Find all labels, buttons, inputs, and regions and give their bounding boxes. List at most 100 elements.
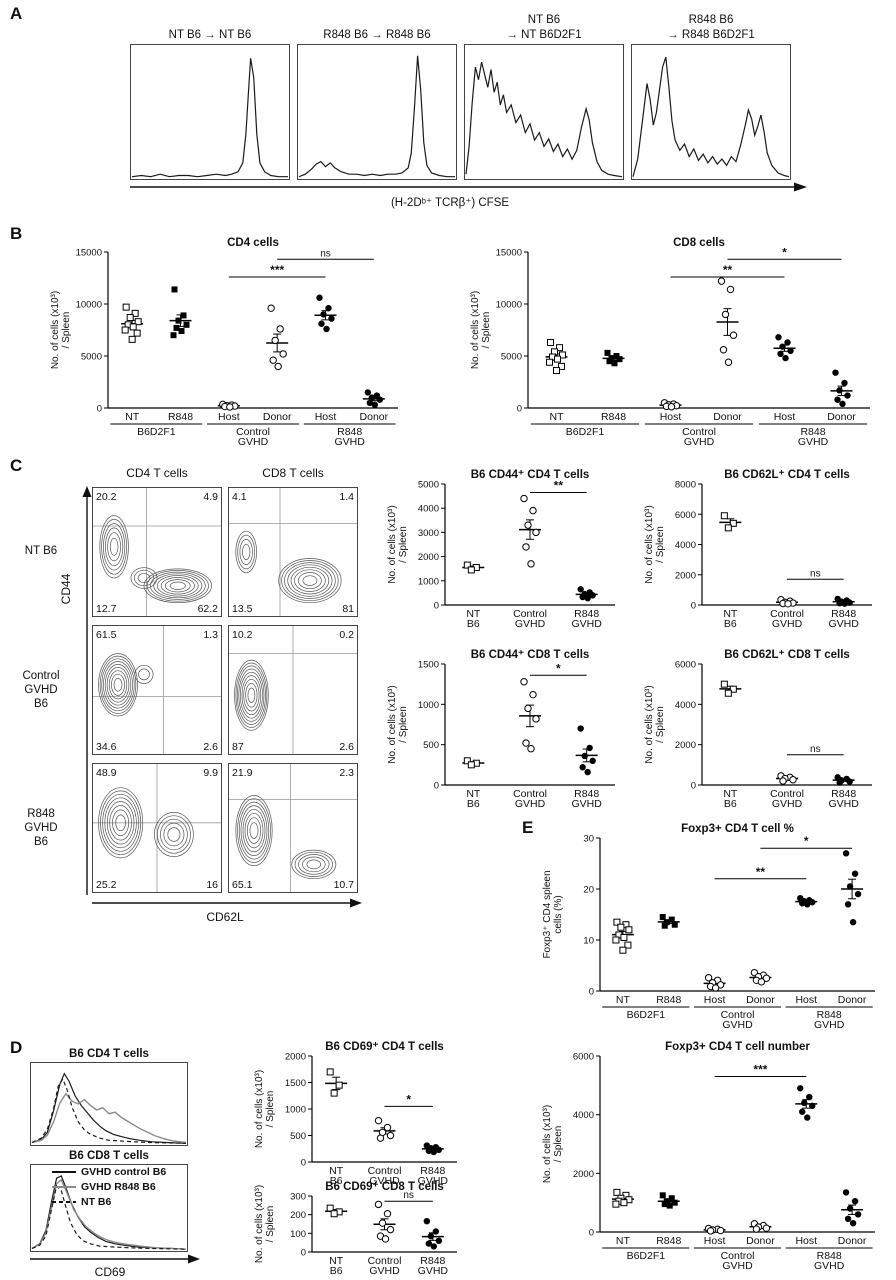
svg-text:0: 0 [589,1228,594,1239]
svg-text:R848: R848 [337,426,362,438]
contour-r848-cd4-svg: 48.9 9.9 25.2 16 [92,763,222,893]
svg-text:6000: 6000 [675,660,696,671]
svg-text:***: *** [270,263,284,277]
svg-text:13.5: 13.5 [232,603,253,615]
contour-control-cd4: 61.5 1.3 34.6 2.6 [92,625,222,755]
svg-text:Control: Control [513,788,547,800]
contour-nt-cd8: 4.1 1.4 13.5 81 [228,487,358,617]
svg-text:Control: Control [236,426,270,438]
svg-text:0: 0 [589,987,594,998]
svg-text:0: 0 [97,404,102,415]
histogram-legend: GVHD control B6 GVHD R848 B6 NT B6 [52,1164,230,1209]
svg-text:NT: NT [616,1235,631,1247]
panel-e-foxp3-number-dotplot: Foxp3+ CD4 T cell number 0 2000 4000 6000 No.… [540,1040,885,1278]
panel-c-cd62l-cd4-dotplot: B6 CD62L⁺ CD4 T cells 0 2000 4000 6000 8000 No… [642,468,882,633]
svg-text:ns: ns [810,744,821,755]
svg-text:B6: B6 [330,1175,343,1187]
cd69-axis-label: CD69 [94,1265,126,1279]
panel-c-cd44-cd8-dotplot-svg: B6 CD44⁺ CD8 T cells 0 500 1000 1500 No. of c… [387,649,615,810]
svg-text:B6 CD69⁺ CD4 T cells: B6 CD69⁺ CD4 T cells [325,1041,444,1053]
panel-a-histogram-1-svg [130,44,290,180]
svg-text:500: 500 [423,740,439,751]
legend-item-gvhd-r848: GVHD R848 B6 [52,1179,230,1194]
svg-text:*: * [804,834,809,848]
panel-c-cd44-cd4-dotplot-svg: B6 CD44⁺ CD4 T cells 0 1000 2000 3000 4000 500… [387,469,615,630]
svg-text:Foxp3⁺ CD4 spleen: Foxp3⁺ CD4 spleen [542,870,553,958]
svg-text:B6 CD44⁺ CD8 T cells: B6 CD44⁺ CD8 T cells [471,649,590,661]
panel-e-foxp3-percent-dotplot-svg: Foxp3+ CD4 T cell % 0 10 20 30 Foxp3⁺ CD4 spl… [542,823,875,1031]
svg-text:20: 20 [583,885,594,896]
panel-c-row-label-control: Control GVHD B6 [22,670,60,710]
svg-text:GVHD: GVHD [515,798,546,810]
svg-text:/ Spleen: / Spleen [655,526,666,563]
svg-text:B6D2F1: B6D2F1 [627,1009,666,1021]
panel-a-plot2-title: R848 B6 → R848 B6 [323,28,431,41]
svg-text:ns: ns [320,248,331,259]
contour-control-cd8: 10.2 0.2 87 2.6 [228,625,358,755]
contour-nt-cd4: 20.2 4.9 12.7 62.2 [92,487,222,617]
panel-c-row-label-r848: R848 GVHD B6 [24,808,58,848]
svg-text:25.2: 25.2 [96,879,117,891]
svg-text:2000: 2000 [675,570,696,581]
svg-text:200: 200 [290,1210,306,1221]
svg-text:Donor: Donor [360,411,389,423]
svg-text:R848: R848 [574,608,599,620]
cfse-axis-arrow [130,182,807,192]
svg-text:GVHD: GVHD [798,436,829,448]
svg-text:R848: R848 [831,608,856,620]
contour-r848-cd8-svg: 21.9 2.3 65.1 10.7 [228,763,358,893]
svg-text:No. of cells (x10³): No. of cells (x10³) [50,291,61,369]
svg-text:GVHD: GVHD [369,1265,400,1277]
svg-text:GVHD: GVHD [334,436,365,448]
svg-text:5000: 5000 [418,480,439,491]
svg-text:No. of cells (x10³): No. of cells (x10³) [387,505,398,583]
svg-text:Donor: Donor [838,1235,867,1247]
legend-label-nt-b6: NT B6 [81,1195,112,1208]
cd44-axis-label: CD44 [59,573,73,605]
svg-text:GVHD: GVHD [418,1265,449,1277]
svg-text:/ Spleen: / Spleen [398,706,409,743]
svg-text:**: ** [756,865,766,879]
panel-e-label: E [522,818,534,837]
svg-text:B6 CD62L⁺ CD8 T cells: B6 CD62L⁺ CD8 T cells [724,649,850,661]
svg-text:500: 500 [290,1131,306,1142]
panel-a-plot3-title: NT B6 → NT B6D2F1 [506,14,582,41]
svg-text:10: 10 [583,936,594,947]
svg-text:GVHD: GVHD [828,798,859,810]
panel-c-cd62l-cd4-dotplot-svg: B6 CD62L⁺ CD4 T cells 0 2000 4000 6000 8000 No… [644,469,872,630]
svg-text:/ Spleen: / Spleen [398,526,409,563]
svg-text:R848: R848 [800,426,825,438]
svg-text:B6 CD62L⁺ CD4 T cells: B6 CD62L⁺ CD4 T cells [724,469,850,481]
svg-text:**: ** [723,263,733,277]
panel-c-cd44-cd8-dotplot: B6 CD44⁺ CD8 T cells 0 500 1000 1500 No. of c… [385,648,625,813]
svg-text:ns: ns [810,568,821,579]
svg-text:2000: 2000 [418,552,439,563]
svg-text:B6D2F1: B6D2F1 [137,426,176,438]
panel-a-histogram-3 [464,44,624,180]
svg-text:*: * [556,661,561,675]
panel-d-label: D [10,1038,23,1057]
svg-text:3000: 3000 [418,528,439,539]
svg-text:65.1: 65.1 [232,879,253,891]
svg-text:300: 300 [290,1192,306,1203]
svg-text:Host: Host [218,411,240,423]
svg-text:Donor: Donor [746,1235,775,1247]
legend-label-gvhd-control: GVHD control B6 [81,1165,167,1178]
svg-text:NT: NT [329,1255,344,1267]
svg-text:/ Spleen: / Spleen [61,312,72,349]
svg-text:B6 CD69⁺ CD8 T cells: B6 CD69⁺ CD8 T cells [325,1181,444,1193]
svg-text:B6 CD44⁺ CD4 T cells: B6 CD44⁺ CD4 T cells [471,469,590,481]
svg-text:87: 87 [232,741,244,753]
svg-text:/ Spleen: / Spleen [553,1126,564,1163]
svg-text:15000: 15000 [496,248,522,259]
contour-control-cd4-svg: 61.5 1.3 34.6 2.6 [92,625,222,755]
svg-text:R848: R848 [817,1009,842,1021]
contour-r848-cd4: 48.9 9.9 25.2 16 [92,763,222,893]
svg-text:GVHD: GVHD [684,436,715,448]
svg-text:Control: Control [513,608,547,620]
svg-text:R848: R848 [601,411,626,423]
legend-line-dashed-icon [52,1200,76,1203]
svg-text:Control: Control [770,608,804,620]
svg-text:R848: R848 [574,788,599,800]
svg-text:Foxp3+ CD4 T cell %: Foxp3+ CD4 T cell % [681,823,794,835]
